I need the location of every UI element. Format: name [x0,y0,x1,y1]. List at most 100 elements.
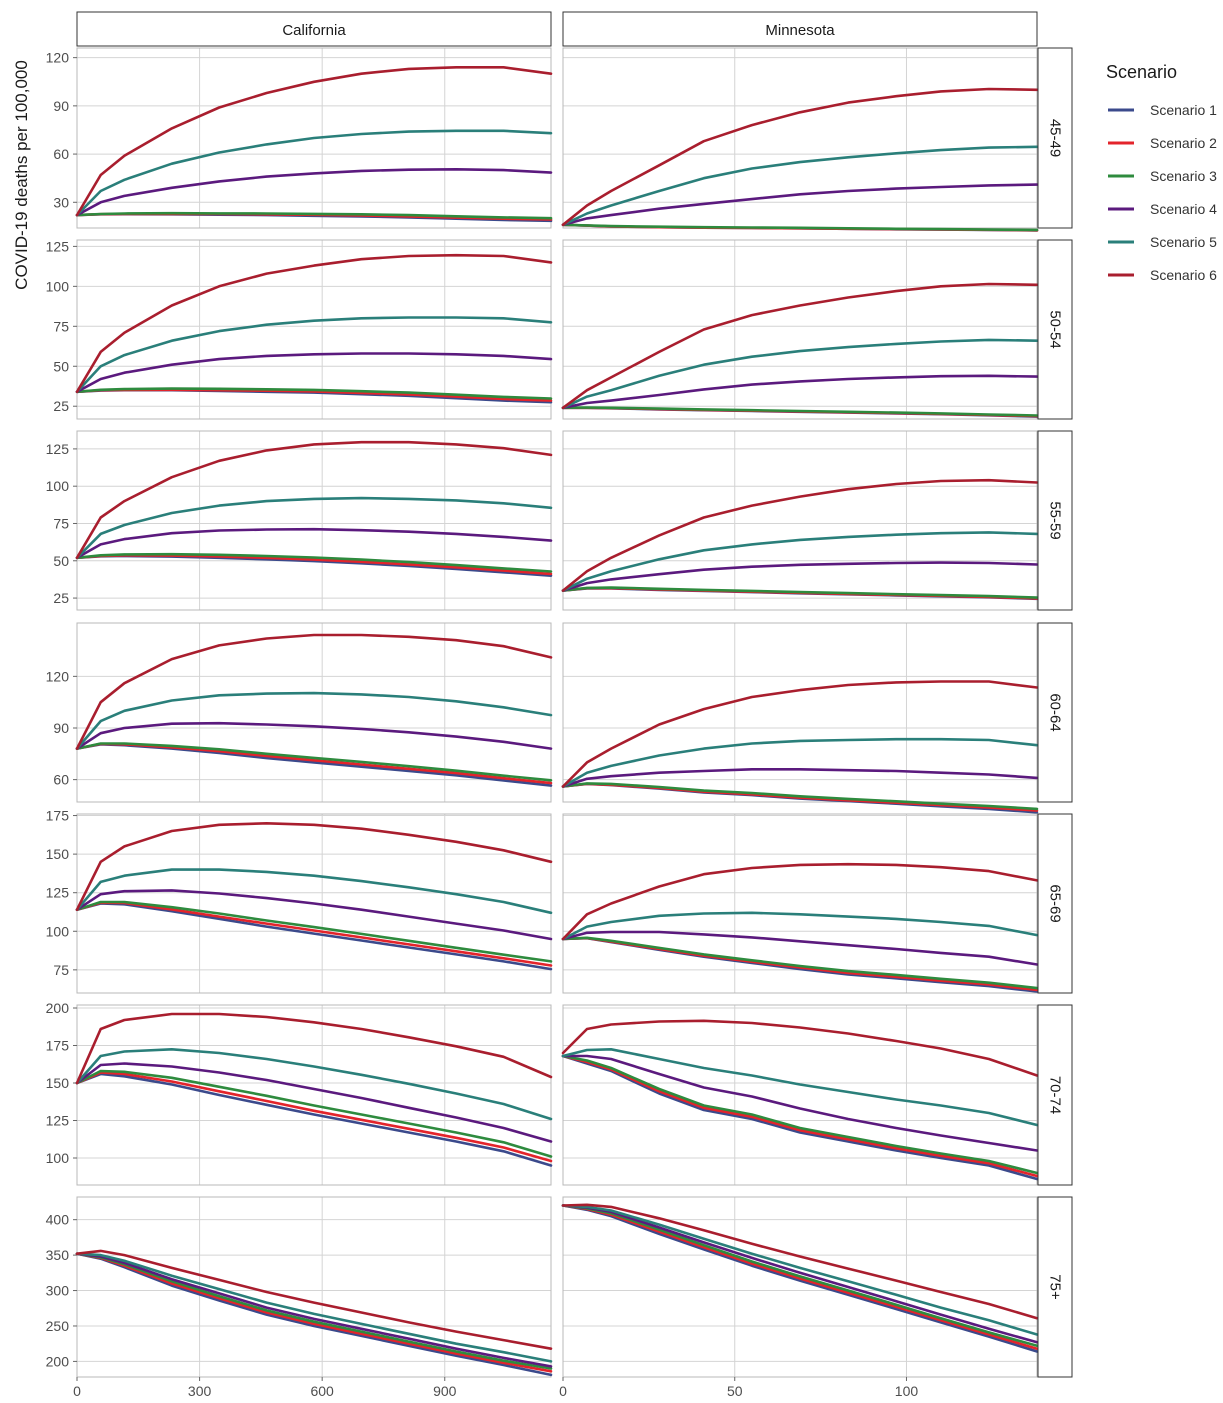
series-line-scenario-1 [75,1072,553,1167]
series-line-scenario-3 [561,586,1039,599]
series-line-scenario-6 [561,87,1039,227]
y-tick-label: 60 [53,146,69,162]
x-tick-label: 50 [727,1383,743,1399]
series-line-scenario-5 [561,338,1039,410]
panel-50-54-california: 25 50 75 100 125 [46,238,553,420]
x-tick-label: 300 [188,1383,212,1399]
series-line-scenario-3 [561,1204,1039,1348]
row-strip-label: 60-64 [1047,693,1064,731]
series-line-scenario-5 [75,868,553,915]
series-line-scenario-5 [561,145,1039,227]
series-line-scenario-6 [561,478,1039,592]
legend-item-scenario-3: Scenario 3 [1108,168,1217,184]
series-line-scenario-4 [75,889,553,941]
series-line-scenario-4 [561,183,1039,227]
series-line-scenario-5 [75,691,553,750]
series-line-scenario-5 [561,1048,1039,1127]
series-line-scenario-3 [561,223,1039,232]
y-tick-label: 125 [46,238,70,254]
series-line-scenario-6 [75,1249,553,1350]
series-line-scenario-3 [75,742,553,782]
series-line-scenario-6 [561,1019,1039,1077]
series-line-scenario-4 [75,352,553,394]
panel-55-59-minnesota [561,430,1039,611]
panel-border [562,1004,1038,1186]
y-tick-label: 50 [53,553,69,569]
series-line-scenario-5 [75,316,553,394]
series-line-scenario-3 [75,1069,553,1158]
series-line-scenario-4 [75,721,553,750]
panel-75-california: 200 250 300 350 400 [46,1196,553,1378]
y-tick-label: 30 [53,194,69,210]
panel-65-69-minnesota [561,813,1039,994]
panel-60-64-minnesota [561,622,1039,814]
column-strip-minnesota [562,11,1038,47]
y-tick-label: 100 [46,923,70,939]
row-strip-label: 70-74 [1047,1076,1064,1114]
series-line-scenario-1 [75,902,553,971]
row-strip-70-74 [1037,1004,1073,1186]
panel-75-minnesota [561,1196,1039,1378]
y-tick-label: 200 [46,1353,70,1369]
series-line-scenario-4 [561,930,1039,966]
x-tick-label: 0 [559,1383,567,1399]
row-strip-label: 75+ [1047,1274,1064,1300]
series-line-scenario-4 [75,527,553,560]
panel-45-49-california: 30 60 90 120 [46,47,553,229]
column-strips: California Minnesota [76,11,1038,47]
series-line-scenario-5 [561,911,1039,941]
y-axis-label: COVID-19 deaths per 100,000 [12,60,31,290]
x-tick-label: 600 [310,1383,334,1399]
row-strip-45-49 [1037,47,1073,229]
legend-label: Scenario 5 [1150,234,1217,250]
y-tick-label: 150 [46,846,70,862]
y-tick-label: 250 [46,1318,70,1334]
row-strip-60-64 [1037,622,1073,803]
panel-60-64-california: 60 90 120 [46,622,553,803]
series-line-scenario-6 [75,66,553,217]
row-strip-label: 55-59 [1047,501,1064,539]
series-line-scenario-3 [561,936,1039,990]
series-line-scenario-5 [75,1048,553,1121]
panel-border [562,813,1038,994]
y-tick-label: 50 [53,358,69,374]
panel-50-54-minnesota [561,239,1039,420]
panel-border [562,47,1038,229]
y-tick-label: 300 [46,1283,70,1299]
legend-item-scenario-5: Scenario 5 [1108,234,1217,250]
series-line-scenario-5 [561,1204,1039,1336]
column-strip-california [76,11,552,47]
panel-65-69-california: 75 100 125 150 175 [46,808,553,994]
series-line-scenario-3 [561,406,1039,417]
series-line-scenario-3 [561,782,1039,811]
series-line-scenario-1 [561,1054,1039,1181]
series-line-scenario-3 [75,387,553,400]
legend-item-scenario-6: Scenario 6 [1108,267,1217,283]
legend-label: Scenario 1 [1150,102,1217,118]
y-tick-label: 75 [53,515,69,531]
legend-label: Scenario 6 [1150,267,1217,283]
series-line-scenario-3 [75,552,553,573]
column-strip-label: California [282,22,346,39]
panel-border [76,622,552,803]
y-tick-label: 125 [46,441,70,457]
panel-border [562,239,1038,420]
y-tick-label: 100 [46,278,70,294]
panel-55-59-california: 25 50 75 100 125 [46,430,553,611]
y-tick-label: 150 [46,1075,70,1091]
panel-45-49-minnesota [561,47,1039,232]
row-strip-65-69 [1037,813,1073,994]
legend-item-scenario-4: Scenario 4 [1108,201,1217,217]
panel-border [562,430,1038,611]
y-tick-label: 75 [53,962,69,978]
legend-item-scenario-2: Scenario 2 [1108,135,1217,151]
series-line-scenario-2 [75,1071,553,1163]
panel-border [76,813,552,994]
row-strip-label: 45-49 [1047,119,1064,157]
series-line-scenario-4 [561,1054,1039,1152]
panel-border [76,239,552,420]
y-tick-label: 25 [53,398,69,414]
x-axis: 0 300 600 900 0 50 100 [73,1377,918,1399]
panel-border [76,430,552,611]
